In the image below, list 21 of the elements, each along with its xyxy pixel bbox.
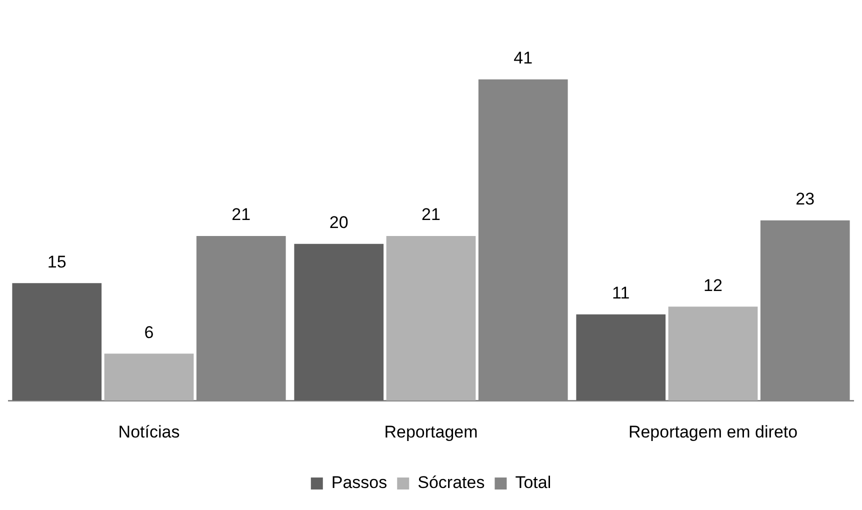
bar xyxy=(668,306,758,401)
bar xyxy=(104,354,194,401)
data-label: 12 xyxy=(704,276,722,295)
legend-label: Total xyxy=(515,473,552,492)
x-tick-label: Notícias xyxy=(118,422,180,442)
bar xyxy=(12,283,102,401)
data-label: 11 xyxy=(612,284,630,303)
data-label: 23 xyxy=(796,190,815,209)
bar xyxy=(294,244,384,401)
data-label: 15 xyxy=(47,252,66,272)
x-tick-label: Reportagem xyxy=(384,422,478,442)
x-tick-label: Reportagem em direto xyxy=(628,422,798,442)
data-label: 6 xyxy=(144,322,154,342)
bar xyxy=(576,314,666,401)
legend-label: Sócrates xyxy=(418,473,485,492)
data-label: 21 xyxy=(422,205,440,224)
legend-label: Passos xyxy=(331,473,388,492)
data-label: 20 xyxy=(329,213,348,232)
data-label: 41 xyxy=(514,48,533,68)
data-label: 21 xyxy=(232,205,251,224)
bar xyxy=(386,236,476,401)
